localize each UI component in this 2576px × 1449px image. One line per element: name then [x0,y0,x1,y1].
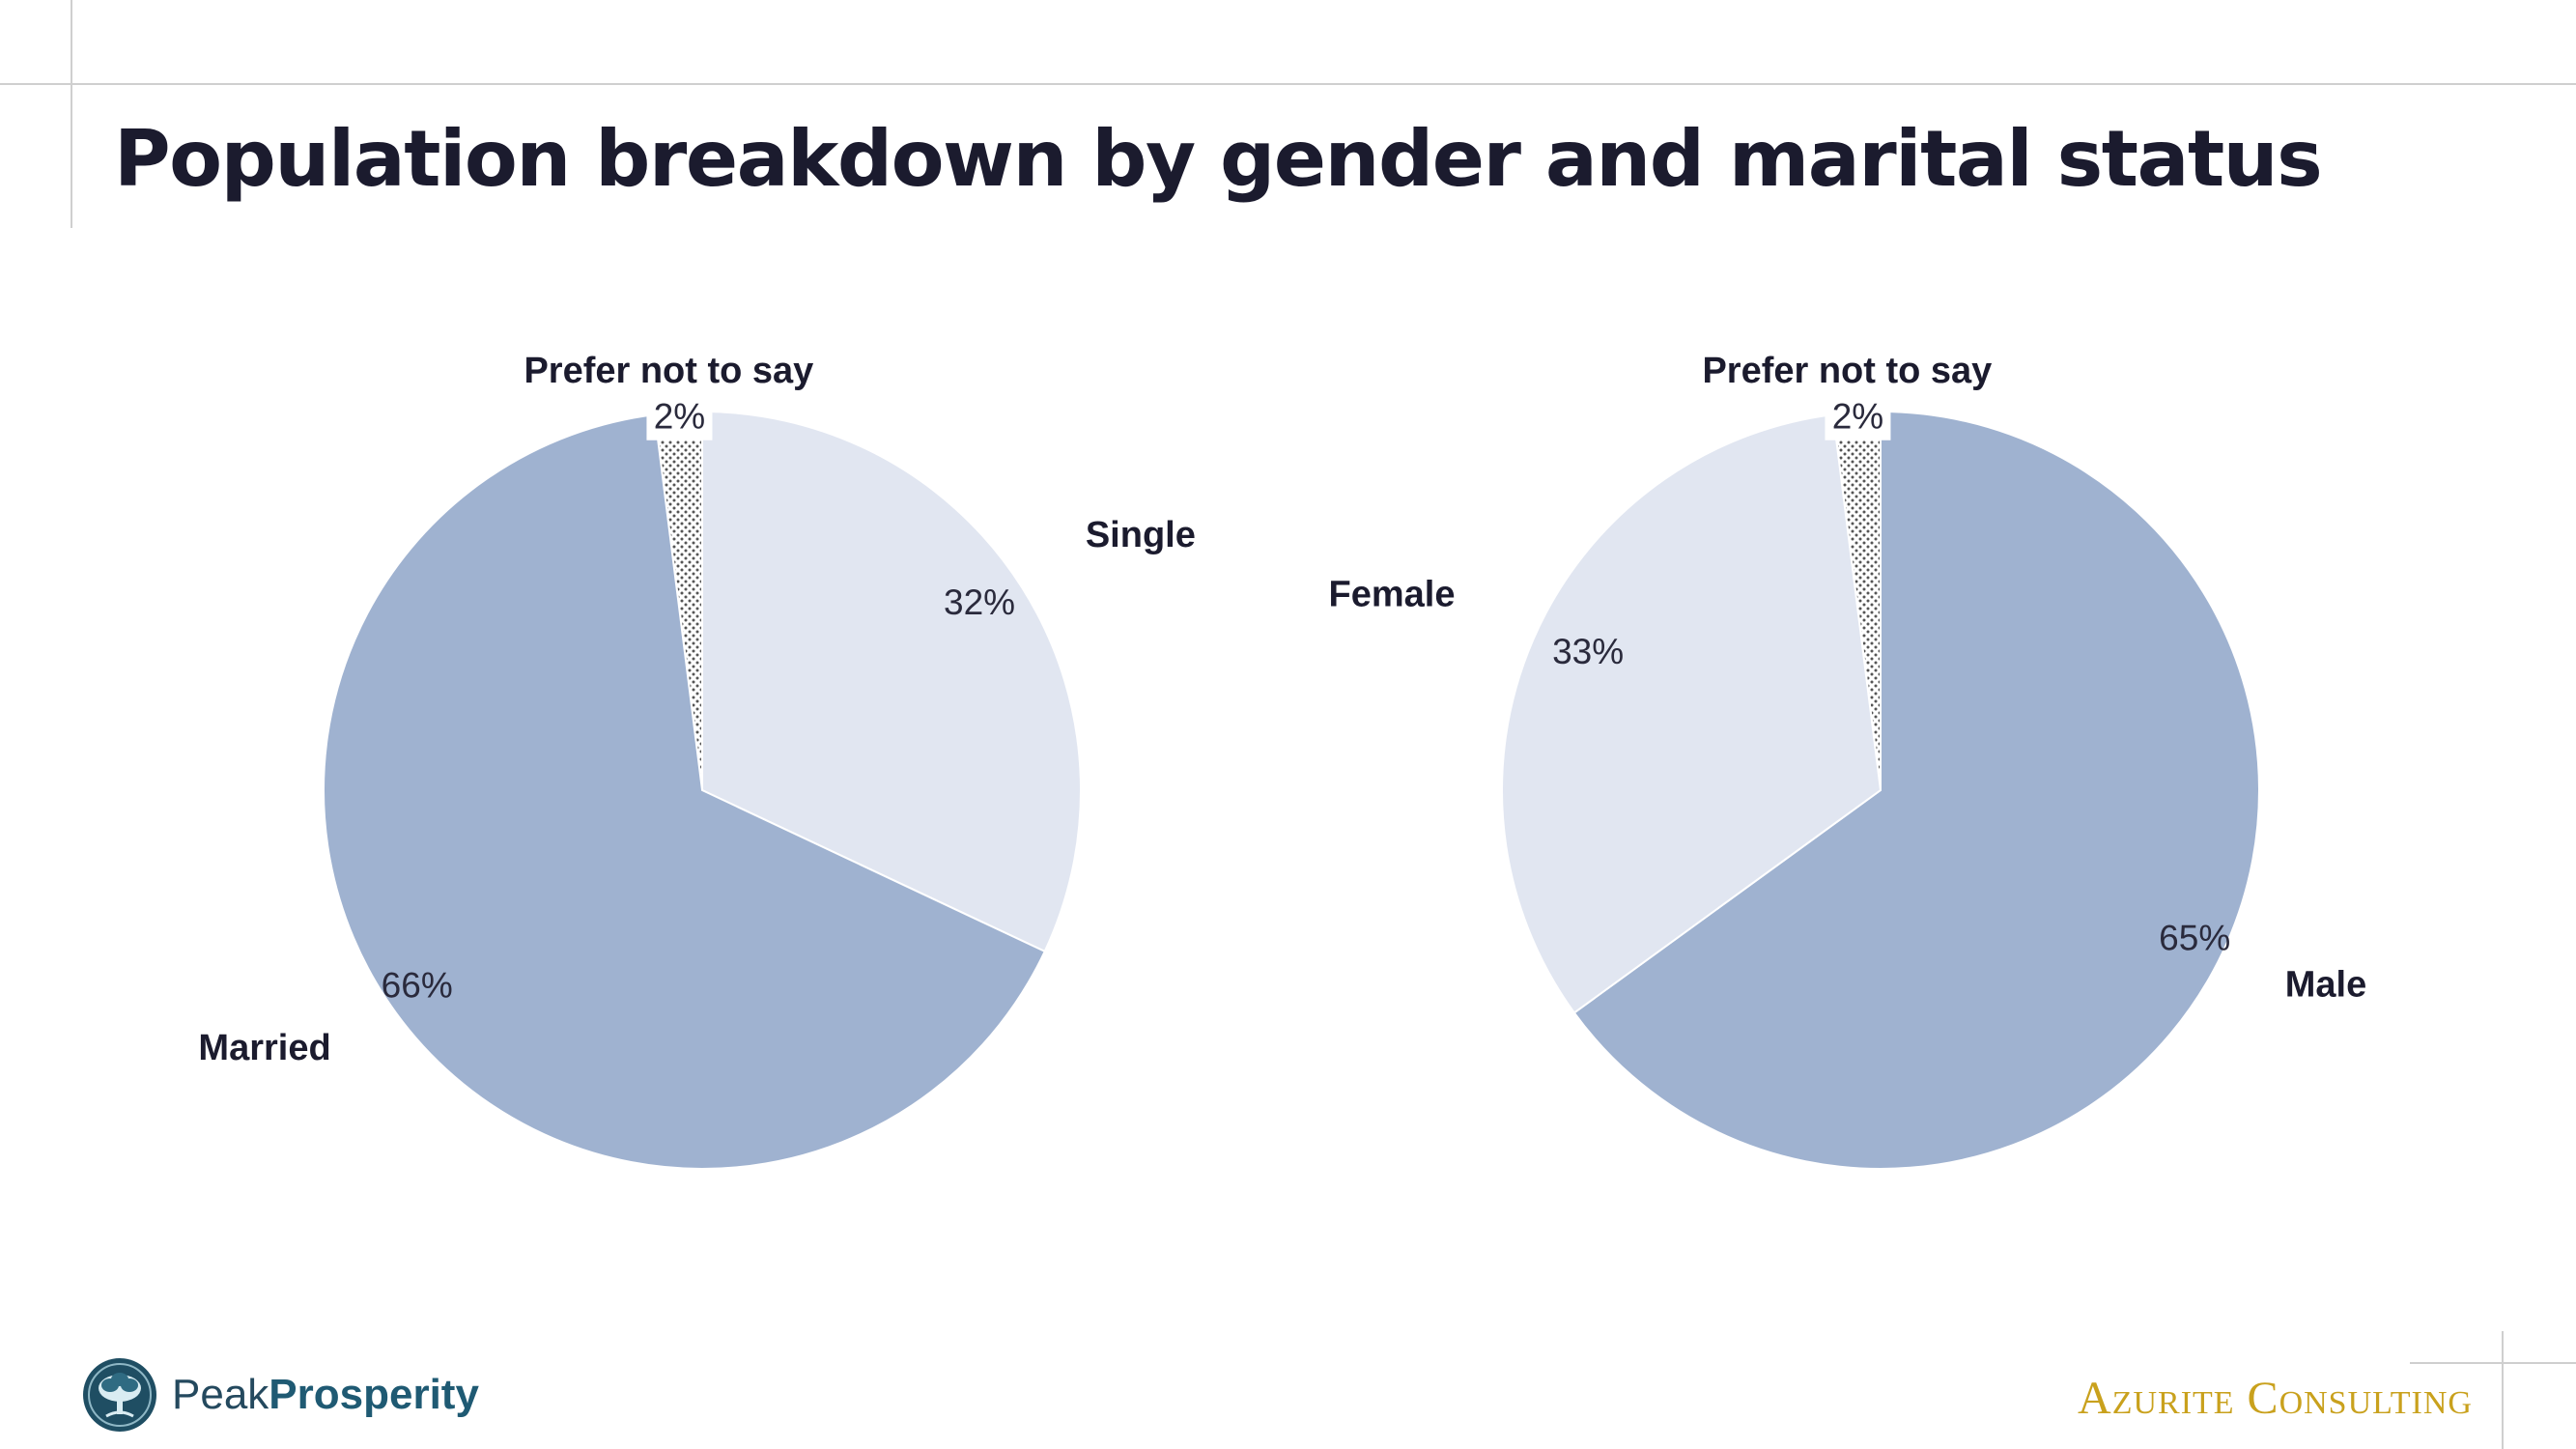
percent-label-prefer-not-to-say: 2% [654,397,705,437]
frame-line-bottom-right-v [2502,1331,2504,1449]
tree-icon [83,1358,156,1432]
pie-slice-male [1572,410,2260,1170]
page-title: Population breakdown by gender and marit… [114,114,2323,204]
category-label-male: Male [2285,964,2366,1005]
category-label-prefer-not-to-say: Prefer not to say [524,351,813,391]
brand-regular: Peak [172,1371,269,1418]
pie-slice-married [323,412,1047,1170]
category-label-married: Married [198,1028,330,1068]
frame-line-bottom-right-h [2410,1362,2576,1364]
frame-line-left [71,0,72,228]
category-label-single: Single [1086,515,1196,555]
frame-line-top [0,83,2576,85]
azurite-consulting-logo: Azurite Consulting [2078,1373,2473,1424]
brand-bold: Prosperity [269,1371,479,1418]
pie-chart-marital-status: Prefer not to say 2% Single 32% Married 66% [198,351,1196,1170]
percent-label-prefer-not-to-say: 2% [1832,397,1883,437]
category-label-female: Female [1329,574,1456,614]
peak-prosperity-wordmark: PeakProsperity [172,1371,479,1419]
percent-label-female: 33% [1552,632,1624,671]
category-label-prefer-not-to-say: Prefer not to say [1702,351,1992,391]
percent-label-single: 32% [944,582,1015,622]
percent-label-married: 66% [382,966,453,1006]
pie-chart-gender: Prefer not to say 2% Male 65% Female 33% [1329,351,2366,1170]
percent-label-bg-prefer-not-to-say [646,395,713,440]
pie-slice-single [701,410,1082,953]
percent-label-bg-prefer-not-to-say [1825,395,1891,440]
peak-prosperity-logo: PeakProsperity [81,1356,479,1434]
percent-label-male: 65% [2159,919,2230,958]
pie-slice-female [1501,412,1882,1014]
